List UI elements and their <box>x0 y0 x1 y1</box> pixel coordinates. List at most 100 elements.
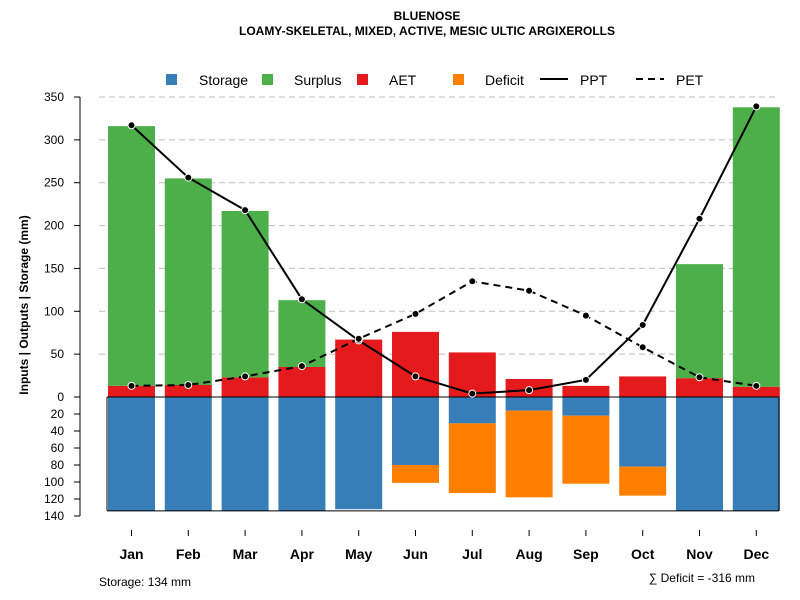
y-tick-label-250: 250 <box>44 176 64 190</box>
y-tick-label-bottom-140: 140 <box>44 509 64 523</box>
point-pet-aug <box>525 286 534 295</box>
bar-aet-jan <box>108 385 155 397</box>
bar-storage-apr <box>278 397 326 511</box>
x-tick-label-mar: Mar <box>233 546 258 562</box>
point-ppt-mar <box>241 206 250 215</box>
bar-storage-oct <box>619 397 667 467</box>
series-points <box>127 102 761 398</box>
bar-storage-nov <box>676 397 723 511</box>
tick-labels: 0 50 100 150 200 250 300 350 20 40 60 80 100 120 140 <box>44 90 64 523</box>
x-tick-label-feb: Feb <box>176 546 201 562</box>
y-tick-label-bottom-20: 20 <box>51 407 65 421</box>
legend: Storage Surplus AET Deficit PPT PET <box>166 72 704 88</box>
bar-surplus-feb <box>164 178 212 385</box>
bar-storage-sep <box>562 397 610 416</box>
point-ppt-sep <box>581 375 590 384</box>
bar-storage-jun <box>392 397 439 465</box>
x-tick-label-apr: Apr <box>290 546 315 562</box>
bar-aet-feb <box>164 385 212 397</box>
bar-deficit-oct <box>619 466 667 496</box>
bar-storage-feb <box>164 397 212 511</box>
bar-surplus-nov <box>676 264 723 379</box>
legend-label-deficit: Deficit <box>485 72 524 88</box>
point-ppt-jun <box>411 372 420 381</box>
legend-label-surplus: Surplus <box>294 72 341 88</box>
x-tick-label-jun: Jun <box>403 546 428 562</box>
bar-surplus-dec <box>732 107 780 387</box>
point-pet-may <box>354 334 363 343</box>
y-tick-label-bottom-80: 80 <box>51 458 65 472</box>
legend-swatch-deficit <box>453 74 464 85</box>
point-pet-jan <box>127 381 136 390</box>
y-tick-label-bottom-40: 40 <box>51 424 65 438</box>
point-ppt-feb <box>184 173 193 182</box>
chart-title: BLUENOSE <box>394 9 461 23</box>
bar-aet-mar <box>221 377 269 397</box>
bar-aet-sep <box>562 385 610 397</box>
x-tick-label-jul: Jul <box>462 546 482 562</box>
y-tick-label-bottom-100: 100 <box>44 475 64 489</box>
point-ppt-jul <box>468 389 477 398</box>
legend-label-pet: PET <box>676 72 704 88</box>
point-pet-jul <box>468 277 477 286</box>
x-tick-label-jan: Jan <box>119 546 143 562</box>
point-pet-dec <box>752 381 761 390</box>
y-tick-label-350: 350 <box>44 90 64 104</box>
x-tick-label-oct: Oct <box>631 546 655 562</box>
bar-storage-jan <box>108 397 155 511</box>
point-pet-sep <box>581 311 590 320</box>
y-tick-label-50: 50 <box>51 347 65 361</box>
bar-aet-nov <box>676 378 723 397</box>
bar-deficit-jun <box>392 465 439 483</box>
x-tick-label-dec: Dec <box>743 546 769 562</box>
bar-storage-mar <box>221 397 269 511</box>
point-ppt-oct <box>638 321 647 329</box>
y-tick-label-bottom-60: 60 <box>51 441 65 455</box>
point-ppt-apr <box>297 295 306 304</box>
bar-deficit-aug <box>505 410 553 498</box>
series-lines <box>130 105 758 395</box>
y-tick-label-0: 0 <box>57 390 64 404</box>
bar-aet-oct <box>619 376 667 397</box>
x-tick-label-aug: Aug <box>515 546 542 562</box>
chart-subtitle: LOAMY-SKELETAL, MIXED, ACTIVE, MESIC ULT… <box>239 24 615 38</box>
bar-aet-apr <box>278 367 326 397</box>
x-tick-label-may: May <box>345 546 372 562</box>
bar-surplus-jan <box>108 126 155 386</box>
point-pet-mar <box>241 372 250 381</box>
point-pet-feb <box>184 381 193 389</box>
bars-top <box>108 107 780 397</box>
storage-footnote: Storage: 134 mm <box>99 575 191 589</box>
y-tick-label-200: 200 <box>44 219 64 233</box>
legend-swatch-aet <box>357 74 368 85</box>
axes <box>74 96 780 517</box>
y-tick-label-100: 100 <box>44 304 64 318</box>
bar-aet-may <box>335 339 383 397</box>
legend-label-aet: AET <box>389 72 417 88</box>
bars-bottom <box>108 397 780 511</box>
point-ppt-dec <box>752 102 761 111</box>
x-tick-label-nov: Nov <box>686 546 713 562</box>
x-tick-label-sep: Sep <box>573 546 599 562</box>
bar-deficit-jul <box>448 423 496 494</box>
legend-label-ppt: PPT <box>580 72 608 88</box>
bar-storage-jul <box>448 397 496 424</box>
point-pet-oct <box>638 343 647 352</box>
y-tick-label-300: 300 <box>44 133 64 147</box>
legend-swatch-surplus <box>262 74 273 85</box>
deficit-footnote: ∑ Deficit = -316 mm <box>649 571 755 585</box>
point-pet-nov <box>695 373 704 382</box>
bar-storage-may <box>335 397 383 510</box>
legend-label-storage: Storage <box>199 72 248 88</box>
bar-deficit-sep <box>562 415 610 484</box>
point-ppt-jan <box>127 121 136 130</box>
point-pet-apr <box>297 362 306 371</box>
point-pet-jun <box>411 309 420 318</box>
bar-storage-aug <box>505 397 553 411</box>
legend-swatch-storage <box>166 74 177 85</box>
bar-surplus-mar <box>221 211 269 378</box>
y-axis-label: Inputs | Outputs | Storage (mm) <box>17 215 31 394</box>
month-labels: Jan Feb Mar Apr May Jun Jul Aug Sep Oct Nov Dec <box>119 530 769 562</box>
